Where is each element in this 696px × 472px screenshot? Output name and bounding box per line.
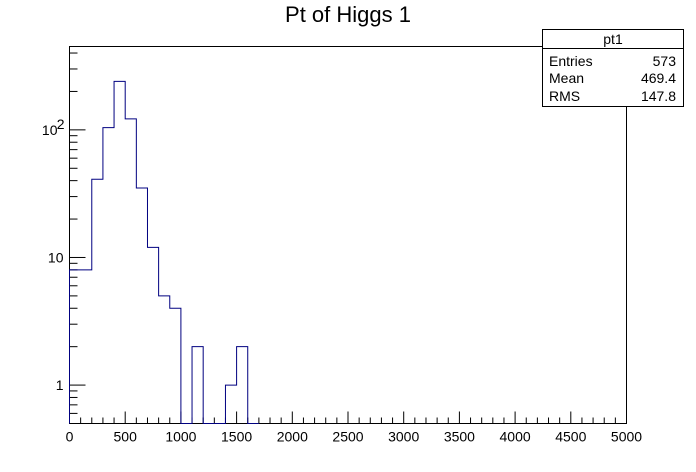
x-tick-label: 3000 (388, 429, 419, 445)
stats-entries-value: 573 (653, 53, 677, 69)
y-tick-label: 10 (48, 249, 64, 265)
histogram-bin (147, 247, 158, 423)
x-tick-label: 1000 (165, 429, 196, 445)
y-tick-exponent: 2 (57, 116, 65, 132)
x-tick-label: 4000 (500, 429, 531, 445)
x-tick-label: 0 (66, 429, 74, 445)
stats-mean-value: 469.4 (641, 70, 676, 86)
stats-box-title: pt1 (603, 31, 623, 47)
x-tick-label: 2000 (277, 429, 308, 445)
histogram-bin (81, 270, 92, 424)
x-tick-label: 4500 (555, 429, 586, 445)
stats-rms-label: RMS (549, 88, 580, 104)
histogram-bin (136, 188, 147, 423)
x-tick-label: 3500 (444, 429, 475, 445)
histogram-bin (237, 347, 248, 424)
y-tick-label: 10 (42, 122, 58, 138)
axis-minor-ticks (69, 52, 616, 424)
y-tick-label: 1 (56, 377, 64, 393)
x-tick-label: 2500 (332, 429, 363, 445)
histogram-bin (114, 81, 125, 423)
histogram-bin (225, 385, 236, 423)
chart-title: Pt of Higgs 1 (285, 2, 411, 27)
histogram-outline (69, 80, 259, 424)
x-tick-label: 5000 (611, 429, 642, 445)
x-tick-label: 500 (114, 429, 138, 445)
x-axis-ticks: 0 500 1000 1500 2000 2500 3000 3500 4000 4500 5000 (66, 411, 642, 445)
histogram-bin (192, 347, 203, 424)
histogram-bin (159, 296, 170, 424)
histogram-bin (103, 128, 114, 424)
stats-box: pt1 Entries 573 Mean 469.4 RMS 147.8 (542, 29, 684, 107)
histogram-bin (125, 119, 136, 424)
stats-mean-label: Mean (549, 70, 584, 86)
stats-rms-value: 147.8 (641, 88, 676, 104)
histogram-bin (92, 179, 103, 423)
x-tick-label: 1500 (221, 429, 252, 445)
histogram-bin (170, 308, 181, 423)
stats-entries-label: Entries (549, 53, 593, 69)
